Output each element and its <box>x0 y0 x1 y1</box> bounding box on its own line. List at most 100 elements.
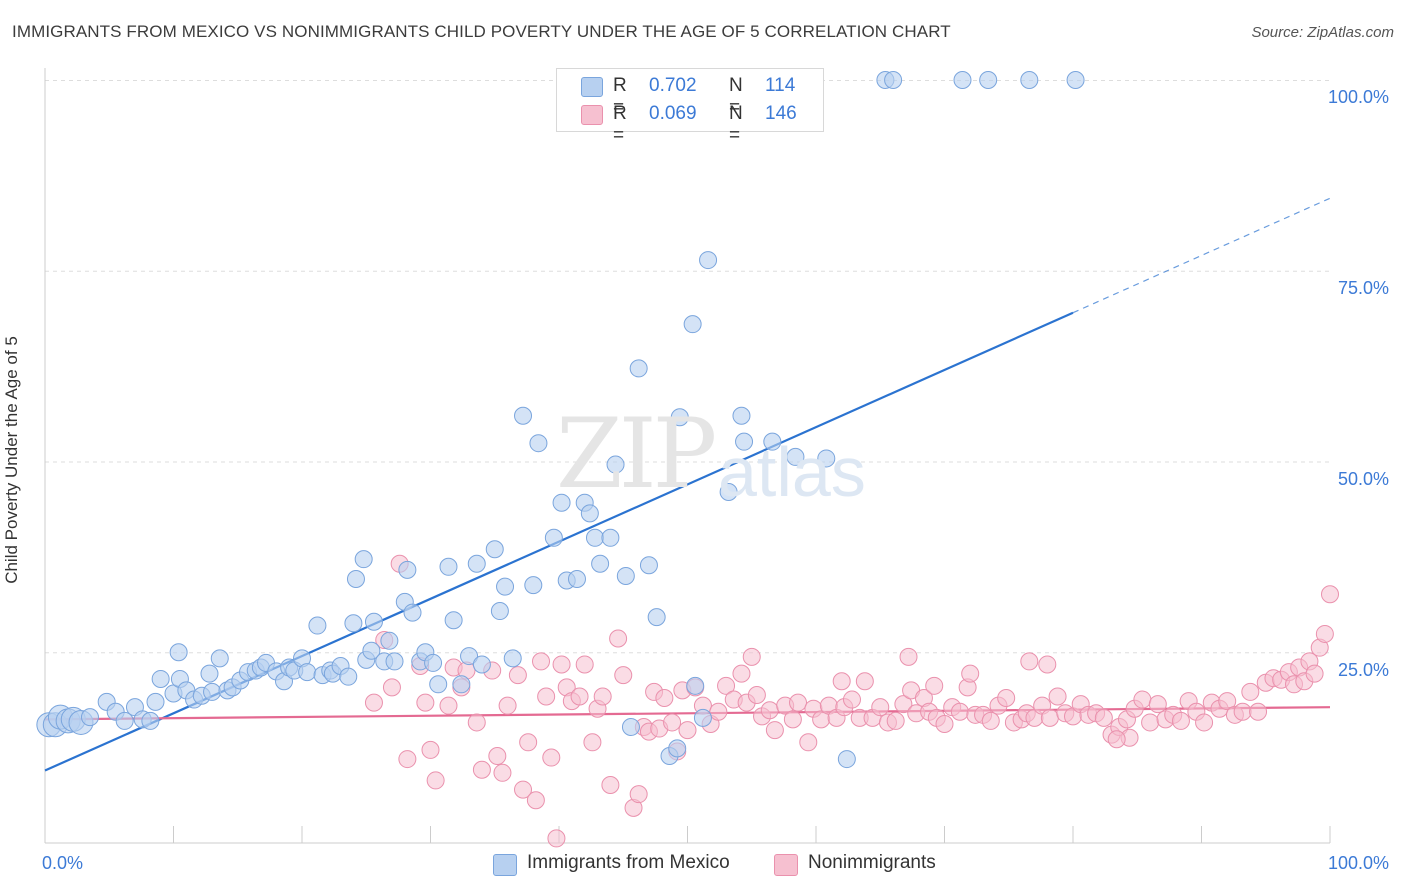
watermark-zip: ZIP <box>556 398 717 510</box>
y-tick-label: 25.0% <box>1338 660 1390 680</box>
nonimmigrants-point <box>1107 730 1126 749</box>
nonimmigrants-point <box>364 693 383 712</box>
immigrants-point <box>647 608 666 627</box>
nonimmigrants-point <box>1241 682 1260 701</box>
nonimmigrants-point <box>799 733 818 752</box>
nonimmigrants-point <box>416 693 435 712</box>
immigrants-point <box>403 603 422 622</box>
nonimmigrants-point <box>732 664 751 683</box>
immigrants-point <box>621 718 640 737</box>
nonimmigrants-point <box>1218 692 1237 711</box>
chart-source: Source: ZipAtlas.com <box>1251 24 1394 41</box>
nonimmigrants-point <box>935 714 954 733</box>
nonimmigrants-point <box>552 655 571 674</box>
y-tick-label: 50.0% <box>1338 469 1390 489</box>
nonimmigrants-point <box>398 750 417 769</box>
legend-n-value: 114 <box>765 75 796 96</box>
immigrants-point <box>884 71 903 89</box>
immigrants-point <box>210 649 229 668</box>
immigrants-point <box>490 602 509 621</box>
immigrants-point <box>668 739 687 758</box>
immigrants-point <box>529 434 548 453</box>
immigrants-point <box>837 750 856 769</box>
immigrants-point <box>80 708 99 727</box>
nonimmigrants-point <box>498 696 517 715</box>
nonimmigrants-point <box>842 690 861 709</box>
immigrants-point <box>362 641 381 660</box>
nonimmigrants-point <box>894 695 913 714</box>
nonimmigrants-point <box>981 711 1000 730</box>
bottom-legend-swatch-nonimmigrants <box>774 854 798 876</box>
nonimmigrants-point <box>1048 687 1067 706</box>
nonimmigrants-point <box>1094 708 1113 727</box>
nonimmigrants-point <box>747 685 766 704</box>
immigrants-point <box>429 675 448 694</box>
y-tick-label: 100.0% <box>1328 87 1390 107</box>
gridlines <box>45 80 1330 654</box>
immigrants-point <box>606 455 625 474</box>
immigrants-point <box>339 667 358 686</box>
nonimmigrants-point <box>855 672 874 691</box>
nonimmigrants-point <box>488 747 507 766</box>
nonimmigrants-point <box>1040 708 1059 727</box>
immigrants-point <box>693 708 712 727</box>
immigrants-point <box>732 406 751 425</box>
immigrants-point <box>786 447 805 466</box>
nonimmigrants-point <box>925 676 944 695</box>
immigrants-point <box>544 528 563 547</box>
nonimmigrants-point <box>575 655 594 674</box>
nonimmigrants-point <box>583 733 602 752</box>
nonimmigrants-point <box>678 721 697 740</box>
x-tick-label: 0.0% <box>42 853 84 873</box>
nonimmigrants-point <box>961 664 980 683</box>
nonimmigrants-point <box>742 647 761 666</box>
immigrants-point <box>601 528 620 547</box>
immigrants-point <box>115 711 134 730</box>
nonimmigrants-point <box>760 701 779 720</box>
legend-n-value: 146 <box>765 103 797 124</box>
immigrants-point <box>735 432 754 451</box>
immigrants-point <box>817 449 836 468</box>
legend-r-label: R = <box>613 75 627 118</box>
immigrants-point <box>424 653 443 672</box>
immigrants-point <box>953 71 972 89</box>
immigrants-point <box>763 432 782 451</box>
immigrants-point <box>485 540 504 559</box>
immigrants-point <box>616 566 635 585</box>
immigrants-point <box>472 655 491 674</box>
nonimmigrants-point <box>1133 690 1152 709</box>
legend-n-label: N = <box>729 103 743 146</box>
immigrants-trend-extension <box>1072 197 1331 314</box>
nonimmigrants-point <box>765 721 784 740</box>
legend-swatch-immigrants <box>581 77 603 97</box>
nonimmigrants-point <box>629 785 648 804</box>
immigrants-point <box>699 251 718 270</box>
x-tick-label: 100.0% <box>1328 853 1390 873</box>
nonimmigrants-point <box>997 689 1016 708</box>
nonimmigrants-point <box>871 698 890 717</box>
nonimmigrants-points <box>364 554 1339 848</box>
immigrants-point <box>452 675 471 694</box>
immigrants-point <box>380 631 399 650</box>
nonimmigrants-point <box>1321 585 1339 604</box>
nonimmigrants-point <box>537 687 556 706</box>
immigrants-point <box>467 554 486 573</box>
nonimmigrants-point <box>899 647 918 666</box>
immigrants-point <box>524 576 543 595</box>
immigrants-point <box>346 570 365 589</box>
bottom-legend-label: Nonimmigrants <box>808 852 936 873</box>
immigrants-point <box>639 556 658 575</box>
nonimmigrants-point <box>1233 702 1252 721</box>
immigrants-point <box>385 652 404 671</box>
immigrants-point <box>298 663 317 682</box>
legend-r-value: 0.702 <box>649 75 697 96</box>
immigrants-point <box>141 711 160 730</box>
nonimmigrants-point <box>547 829 566 848</box>
immigrants-point <box>364 612 383 631</box>
nonimmigrants-point <box>783 710 802 729</box>
immigrants-point <box>354 550 373 569</box>
nonimmigrants-point <box>1141 713 1160 732</box>
nonimmigrants-point <box>655 689 674 708</box>
nonimmigrants-point <box>601 776 620 795</box>
